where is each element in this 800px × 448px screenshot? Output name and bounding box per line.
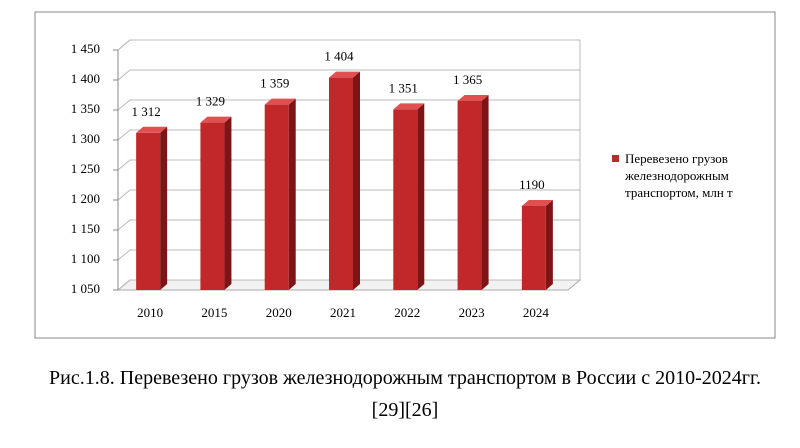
grid-line <box>117 99 580 111</box>
value-label: 1 329 <box>196 94 225 109</box>
grid-line <box>117 159 580 171</box>
legend-label: Перевезено грузов железнодорожным трансп… <box>625 151 733 200</box>
chart-frame <box>34 11 776 339</box>
value-label: 1 404 <box>324 49 354 64</box>
y-tick-label: 1 250 <box>71 161 100 176</box>
y-tick-label: 1 050 <box>71 281 100 296</box>
bar <box>329 77 353 290</box>
bar-side <box>481 95 489 290</box>
bar-top <box>329 71 360 78</box>
legend: Перевезено грузов железнодорожным трансп… <box>612 150 772 201</box>
bar-side <box>545 200 553 290</box>
bar-top <box>264 98 296 105</box>
x-tick-label: 2010 <box>137 305 163 320</box>
bar-top <box>136 126 168 133</box>
y-tick-label: 1 150 <box>71 221 100 236</box>
y-tick-label: 1 350 <box>71 101 100 116</box>
grid-line <box>117 129 580 141</box>
bar-side <box>417 103 425 291</box>
grid-line <box>117 249 580 261</box>
x-tick-label: 2023 <box>459 305 485 320</box>
x-tick-label: 2022 <box>394 305 420 320</box>
x-tick-label: 2020 <box>266 305 292 320</box>
bar-side <box>160 126 168 290</box>
bar <box>457 101 482 290</box>
y-tick-label: 1 200 <box>71 191 100 206</box>
value-label: 1 312 <box>132 104 161 119</box>
bar <box>264 104 289 290</box>
x-tick-label: 2024 <box>523 305 550 320</box>
bar <box>136 132 161 290</box>
bar <box>393 109 418 291</box>
grid-line <box>117 219 580 231</box>
y-tick-label: 1 300 <box>71 131 100 146</box>
y-tick-label: 1 450 <box>71 41 100 56</box>
y-tick-label: 1 100 <box>71 251 100 266</box>
x-tick-label: 2015 <box>201 305 227 320</box>
bar <box>200 122 225 290</box>
bar-top <box>521 200 553 206</box>
grid-line <box>117 279 580 291</box>
grid-line <box>117 189 580 201</box>
x-tick-label: 2021 <box>330 305 356 320</box>
grid-line <box>117 39 580 51</box>
bar <box>521 206 546 290</box>
value-label: 1190 <box>519 177 545 192</box>
caption: Рис.1.8. Перевезено грузов железнодорожн… <box>49 367 761 421</box>
value-label: 1 365 <box>453 72 482 87</box>
bar-side <box>353 71 360 290</box>
bar-side <box>224 116 232 290</box>
bar-top <box>457 95 489 101</box>
grid-line <box>117 69 580 81</box>
bar-side <box>288 98 296 290</box>
y-tick-label: 1 400 <box>71 71 100 86</box>
bar-top <box>393 103 425 110</box>
value-label: 1 351 <box>389 80 418 95</box>
value-label: 1 359 <box>260 76 289 91</box>
bar-top <box>200 116 232 123</box>
legend-swatch <box>612 155 619 162</box>
